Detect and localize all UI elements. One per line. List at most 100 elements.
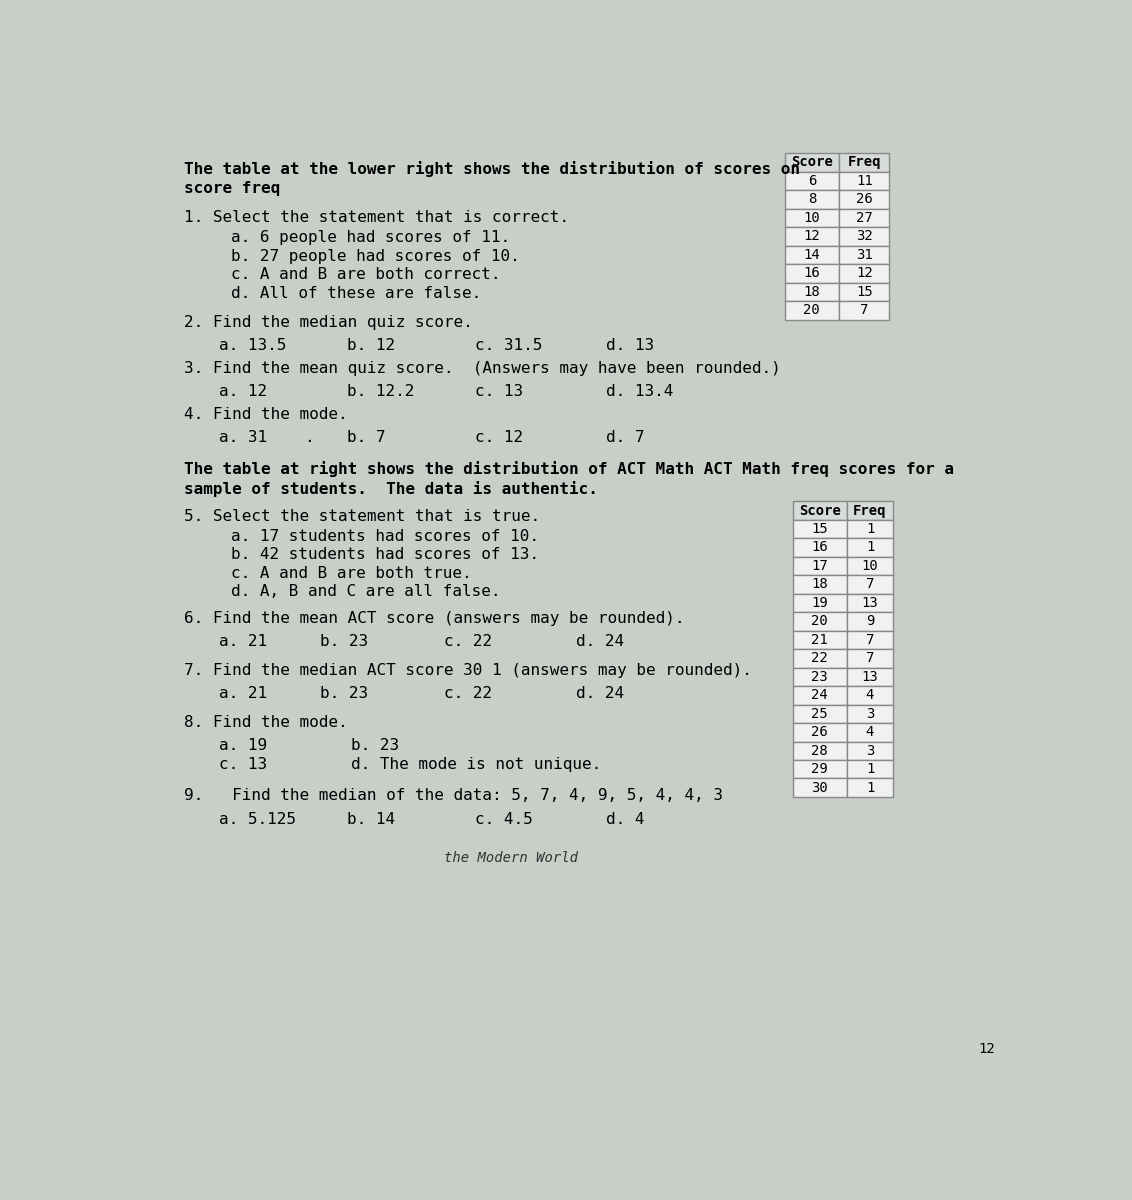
Bar [792,539,847,557]
Bar [784,172,839,190]
Text: a. 17 students had scores of 10.: a. 17 students had scores of 10. [231,529,539,544]
Text: 18: 18 [804,284,821,299]
Text: 5. Select the statement that is true.: 5. Select the statement that is true. [185,509,540,524]
Text: the Modern World: the Modern World [444,851,577,865]
Bar [847,539,893,557]
Bar [784,190,839,209]
Text: d. 4: d. 4 [607,812,645,827]
Text: a. 12: a. 12 [218,384,267,400]
Text: 8: 8 [808,192,816,206]
Text: Freq: Freq [848,156,881,169]
Text: a. 31: a. 31 [218,431,267,445]
Text: a. 5.125: a. 5.125 [218,812,295,827]
Bar [839,154,890,172]
Text: 15: 15 [812,522,827,536]
Text: 9: 9 [866,614,874,629]
Bar [847,502,893,520]
Text: d. 24: d. 24 [575,686,624,701]
Bar [847,686,893,704]
Text: 3: 3 [866,707,874,721]
Text: 18: 18 [812,577,827,592]
Bar [839,301,890,319]
Text: b. 42 students had scores of 13.: b. 42 students had scores of 13. [231,547,539,563]
Text: c. 4.5: c. 4.5 [474,812,532,827]
Bar [784,282,839,301]
Text: b. 12.2: b. 12.2 [346,384,414,400]
Text: 6. Find the mean ACT score (answers may be rounded).: 6. Find the mean ACT score (answers may … [185,611,685,625]
Bar [839,282,890,301]
Text: The table at the lower right shows the distribution of scores on: The table at the lower right shows the d… [185,161,800,176]
Bar [792,612,847,631]
Bar [784,227,839,246]
Bar [847,520,893,539]
Text: d. All of these are false.: d. All of these are false. [231,286,481,301]
Text: c. 12: c. 12 [474,431,523,445]
Text: 1: 1 [866,522,874,536]
Text: 7. Find the median ACT score 30 1 (answers may be rounded).: 7. Find the median ACT score 30 1 (answe… [185,662,752,678]
Text: 28: 28 [812,744,827,757]
Text: 3. Find the mean quiz score.  (Answers may have been rounded.): 3. Find the mean quiz score. (Answers ma… [185,361,781,376]
Bar [784,209,839,227]
Text: a. 19: a. 19 [218,738,267,754]
Text: .: . [305,431,314,445]
Text: d. A, B and C are all false.: d. A, B and C are all false. [231,584,500,600]
Text: 11: 11 [856,174,873,188]
Bar [792,502,847,520]
Bar [847,742,893,760]
Text: 4: 4 [866,689,874,702]
Text: 26: 26 [812,725,827,739]
Text: 14: 14 [804,248,821,262]
Bar [792,631,847,649]
Bar [847,704,893,724]
Text: 10: 10 [861,559,878,572]
Text: d. 7: d. 7 [607,431,645,445]
Text: b. 23: b. 23 [319,634,368,649]
Text: 15: 15 [856,284,873,299]
Text: 26: 26 [856,192,873,206]
Text: 4. Find the mode.: 4. Find the mode. [185,407,348,422]
Text: c. 13: c. 13 [474,384,523,400]
Text: 23: 23 [812,670,827,684]
Text: c. 22: c. 22 [444,686,492,701]
Text: 12: 12 [856,266,873,281]
Text: 16: 16 [804,266,821,281]
Bar [839,227,890,246]
Text: b. 14: b. 14 [346,812,395,827]
Text: 20: 20 [804,304,821,317]
Text: 8. Find the mode.: 8. Find the mode. [185,715,348,731]
Text: 19: 19 [812,596,827,610]
Text: 24: 24 [812,689,827,702]
Bar [792,557,847,575]
Bar [792,779,847,797]
Bar [792,724,847,742]
Text: 31: 31 [856,248,873,262]
Bar [847,667,893,686]
Bar [839,190,890,209]
Bar [792,594,847,612]
Text: 3: 3 [866,744,874,757]
Text: 22: 22 [812,652,827,665]
Bar [792,704,847,724]
Bar [847,557,893,575]
Bar [792,742,847,760]
Bar [792,760,847,779]
Text: c. 22: c. 22 [444,634,492,649]
Bar [839,172,890,190]
Bar [839,246,890,264]
Bar [847,649,893,667]
Text: 9.   Find the median of the data: 5, 7, 4, 9, 5, 4, 4, 3: 9. Find the median of the data: 5, 7, 4,… [185,787,723,803]
Text: sample of students.  The data is authentic.: sample of students. The data is authenti… [185,481,598,497]
Bar [792,520,847,539]
Text: 1: 1 [866,762,874,776]
Text: c. 13: c. 13 [218,757,267,772]
Text: c. A and B are both correct.: c. A and B are both correct. [231,268,500,282]
Text: 7: 7 [866,632,874,647]
Text: b. 12: b. 12 [346,338,395,353]
Bar [792,667,847,686]
Bar [847,575,893,594]
Text: 7: 7 [860,304,868,317]
Bar [792,649,847,667]
Text: d. 13: d. 13 [607,338,654,353]
Text: 13: 13 [861,670,878,684]
Text: d. 13.4: d. 13.4 [607,384,674,400]
